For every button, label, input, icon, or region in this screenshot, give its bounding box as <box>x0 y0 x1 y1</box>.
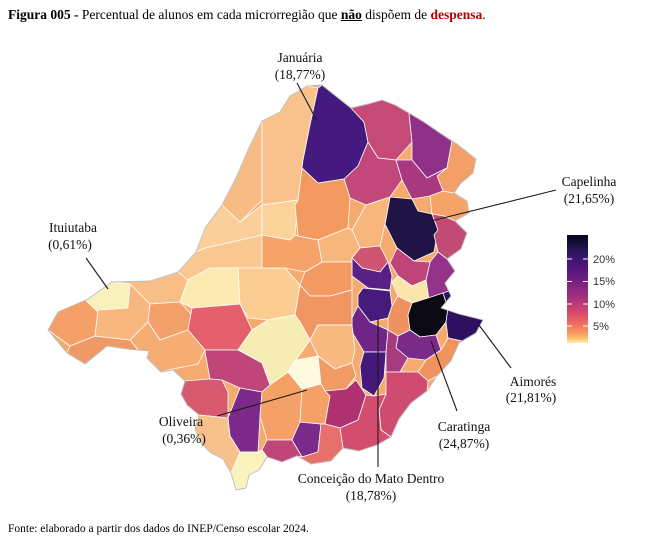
leader-line-oliveira <box>216 389 308 417</box>
region-label-value: (18,77%) <box>275 67 326 82</box>
region-label-value: (0,61%) <box>48 237 92 252</box>
microregion-mosaic <box>48 85 483 490</box>
region-label-oliveira: Oliveira (0,36%) <box>159 414 206 446</box>
region-label-name: Capelinha <box>562 174 617 189</box>
leader-line-ituiutaba <box>85 257 109 290</box>
leader-line-caratinga <box>430 340 458 412</box>
legend-colorbar: 20% 15% 10% 5% <box>567 235 615 343</box>
legend-tick-label: 20% <box>593 254 615 266</box>
microregion-cell <box>237 267 301 321</box>
region-label-value: (21,65%) <box>564 191 615 206</box>
region-label-name: Ituiutaba <box>49 220 97 235</box>
region-conceicao-do-mato-dentro <box>357 287 393 323</box>
region-label-aimores: Aimorés (21,81%) <box>506 374 557 405</box>
region-label-name: Oliveira <box>159 414 203 429</box>
region-label-name: Januária <box>278 50 323 65</box>
microregion-cell <box>180 378 229 419</box>
microregion-cell <box>395 159 448 200</box>
region-label-capelinha: Capelinha (21,65%) <box>562 174 617 206</box>
source-note: Fonte: elaborado a partir dos dados do I… <box>8 523 309 535</box>
colorbar-gradient <box>567 235 588 343</box>
microregion-cell <box>261 234 323 273</box>
microregion-cell <box>378 371 429 438</box>
title-keyword: despensa <box>430 7 483 22</box>
title-text-middle: dispõem de <box>361 7 431 22</box>
region-label-conceicao-do-mato-dentro: Conceição do Mato Dentro (18,78%) <box>298 471 445 503</box>
region-label-januaria: Januária (18,77%) <box>275 50 326 82</box>
region-label-ituiutaba: Ituiutaba (0,61%) <box>48 220 97 252</box>
figure-title: Figura 005 - Percentual de alunos em cad… <box>8 7 658 23</box>
leader-line-capelinha <box>430 189 557 222</box>
title-negation: não <box>340 7 362 22</box>
legend-tick-label: 15% <box>593 276 615 288</box>
title-text-before: Percentual de alunos em cada microrregiã… <box>81 7 341 22</box>
region-label-value: (21,81%) <box>506 390 557 405</box>
title-period: . <box>482 7 486 22</box>
region-label-name: Conceição do Mato Dentro <box>298 471 445 486</box>
region-label-name: Caratinga <box>438 419 490 434</box>
leader-line-januaria <box>296 82 318 122</box>
region-caratinga <box>407 292 449 338</box>
microregion-cell <box>261 199 299 241</box>
region-label-value: (18,78%) <box>346 488 397 503</box>
region-label-value: (0,36%) <box>162 431 206 446</box>
state-outline <box>47 84 484 491</box>
microregion-cell <box>351 257 393 291</box>
region-label-name: Aimorés <box>510 374 557 389</box>
figure-number: Figura 005 - <box>8 7 82 22</box>
leader-line-aimores <box>478 324 512 369</box>
region-label-value: (24,87%) <box>439 436 490 451</box>
region-label-caratinga: Caratinga (24,87%) <box>438 419 490 451</box>
microregion-cell <box>204 349 271 393</box>
legend-tick-label: 5% <box>593 321 609 333</box>
legend-tick-label: 10% <box>593 299 615 311</box>
